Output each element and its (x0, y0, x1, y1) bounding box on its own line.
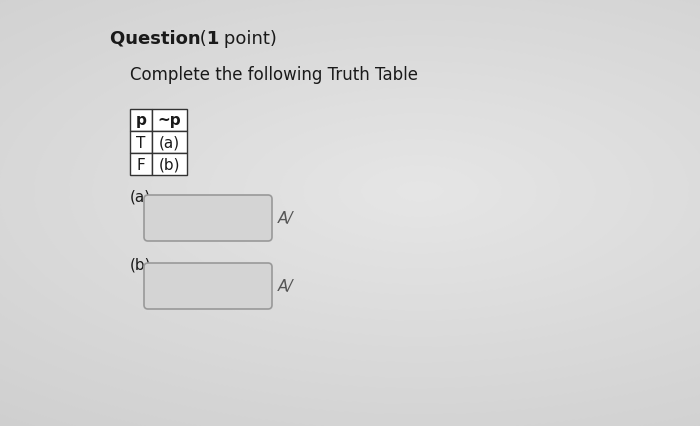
Bar (152, 110, 187, 132)
Ellipse shape (0, 0, 700, 389)
Ellipse shape (80, 42, 700, 342)
Ellipse shape (0, 6, 700, 378)
Ellipse shape (0, 0, 700, 383)
Ellipse shape (104, 52, 700, 331)
Bar (130, 110, 152, 132)
Ellipse shape (279, 130, 561, 254)
Ellipse shape (0, 0, 700, 409)
Text: Question 1: Question 1 (110, 30, 219, 48)
Ellipse shape (22, 16, 700, 368)
Ellipse shape (361, 166, 479, 218)
Ellipse shape (397, 181, 443, 202)
Bar (152, 132, 187, 154)
Ellipse shape (233, 109, 607, 274)
Ellipse shape (0, 0, 700, 399)
Ellipse shape (69, 36, 700, 347)
Text: (b): (b) (159, 157, 181, 172)
Ellipse shape (221, 104, 619, 280)
Ellipse shape (303, 140, 537, 244)
Ellipse shape (151, 73, 689, 311)
Ellipse shape (268, 124, 572, 259)
Ellipse shape (0, 0, 700, 394)
Ellipse shape (34, 21, 700, 363)
Ellipse shape (350, 161, 490, 223)
Ellipse shape (0, 0, 700, 414)
Ellipse shape (198, 93, 642, 290)
Text: F: F (136, 157, 146, 172)
Bar (130, 154, 152, 176)
Ellipse shape (315, 145, 525, 238)
Ellipse shape (46, 26, 700, 357)
Ellipse shape (174, 83, 666, 300)
Text: A/: A/ (278, 279, 293, 294)
Text: (1 point): (1 point) (194, 30, 277, 48)
Ellipse shape (57, 31, 700, 352)
Ellipse shape (373, 171, 467, 213)
Bar (130, 132, 152, 154)
Ellipse shape (92, 47, 700, 337)
Ellipse shape (186, 88, 654, 295)
Ellipse shape (209, 98, 631, 285)
Ellipse shape (10, 11, 700, 373)
Text: A/: A/ (278, 211, 293, 226)
Ellipse shape (244, 114, 596, 269)
Ellipse shape (162, 78, 678, 305)
Text: (a): (a) (130, 190, 151, 204)
Text: (b): (b) (130, 257, 151, 272)
Ellipse shape (256, 119, 584, 264)
Text: (a): (a) (159, 135, 180, 150)
FancyBboxPatch shape (144, 196, 272, 242)
FancyBboxPatch shape (144, 263, 272, 309)
Text: Complete the following Truth Table: Complete the following Truth Table (130, 66, 418, 84)
Ellipse shape (385, 176, 455, 207)
Ellipse shape (139, 67, 700, 316)
Ellipse shape (326, 150, 514, 233)
Text: p: p (136, 113, 146, 128)
Ellipse shape (338, 155, 502, 228)
Ellipse shape (408, 187, 432, 197)
Ellipse shape (116, 57, 700, 326)
Ellipse shape (0, 0, 700, 404)
Bar (152, 154, 187, 176)
Text: T: T (136, 135, 146, 150)
Text: ~p: ~p (158, 113, 181, 128)
Ellipse shape (127, 62, 700, 321)
Ellipse shape (291, 135, 549, 249)
